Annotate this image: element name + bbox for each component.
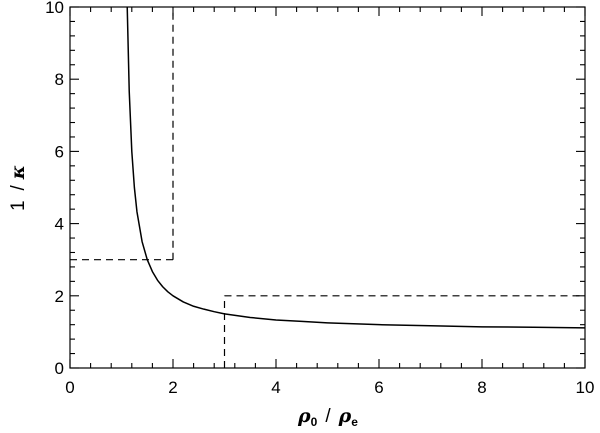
x-tick-label: 8 (477, 378, 486, 397)
y-tick-label: 0 (55, 359, 64, 378)
x-label-denominator: ρ (338, 405, 352, 427)
y-tick-label: 10 (45, 0, 64, 17)
x-tick-label: 0 (65, 378, 74, 397)
x-tick-labels: 0 2 4 6 8 10 (65, 378, 594, 397)
y-tick-label: 2 (55, 287, 64, 306)
reference-lines (70, 7, 585, 368)
y-tick-label: 8 (55, 70, 64, 89)
x-label-denominator-sub: e (351, 415, 358, 429)
series-group (126, 6, 586, 329)
tick-marks (69, 6, 586, 369)
y-label-slash: / (8, 184, 29, 190)
y-tick-label: 4 (55, 215, 64, 234)
x-label-numerator-sub: 0 (311, 415, 318, 429)
plot-frame (69, 6, 586, 369)
y-tick-label: 6 (55, 142, 64, 161)
x-label-numerator: ρ (297, 405, 311, 427)
y-label-symbol: κ (7, 165, 29, 180)
y-tick-labels: 0 2 4 6 8 10 (45, 0, 64, 378)
y-axis-label: 1 / κ (7, 165, 29, 211)
y-label-one: 1 (8, 200, 29, 211)
series-line-0 (126, 6, 586, 329)
x-tick-label: 4 (271, 378, 280, 397)
x-tick-label: 10 (576, 378, 595, 397)
x-tick-label: 6 (374, 378, 383, 397)
x-tick-label: 2 (168, 378, 177, 397)
x-axis-label: ρ0/ρe (297, 405, 358, 429)
x-label-slash: / (325, 406, 331, 427)
